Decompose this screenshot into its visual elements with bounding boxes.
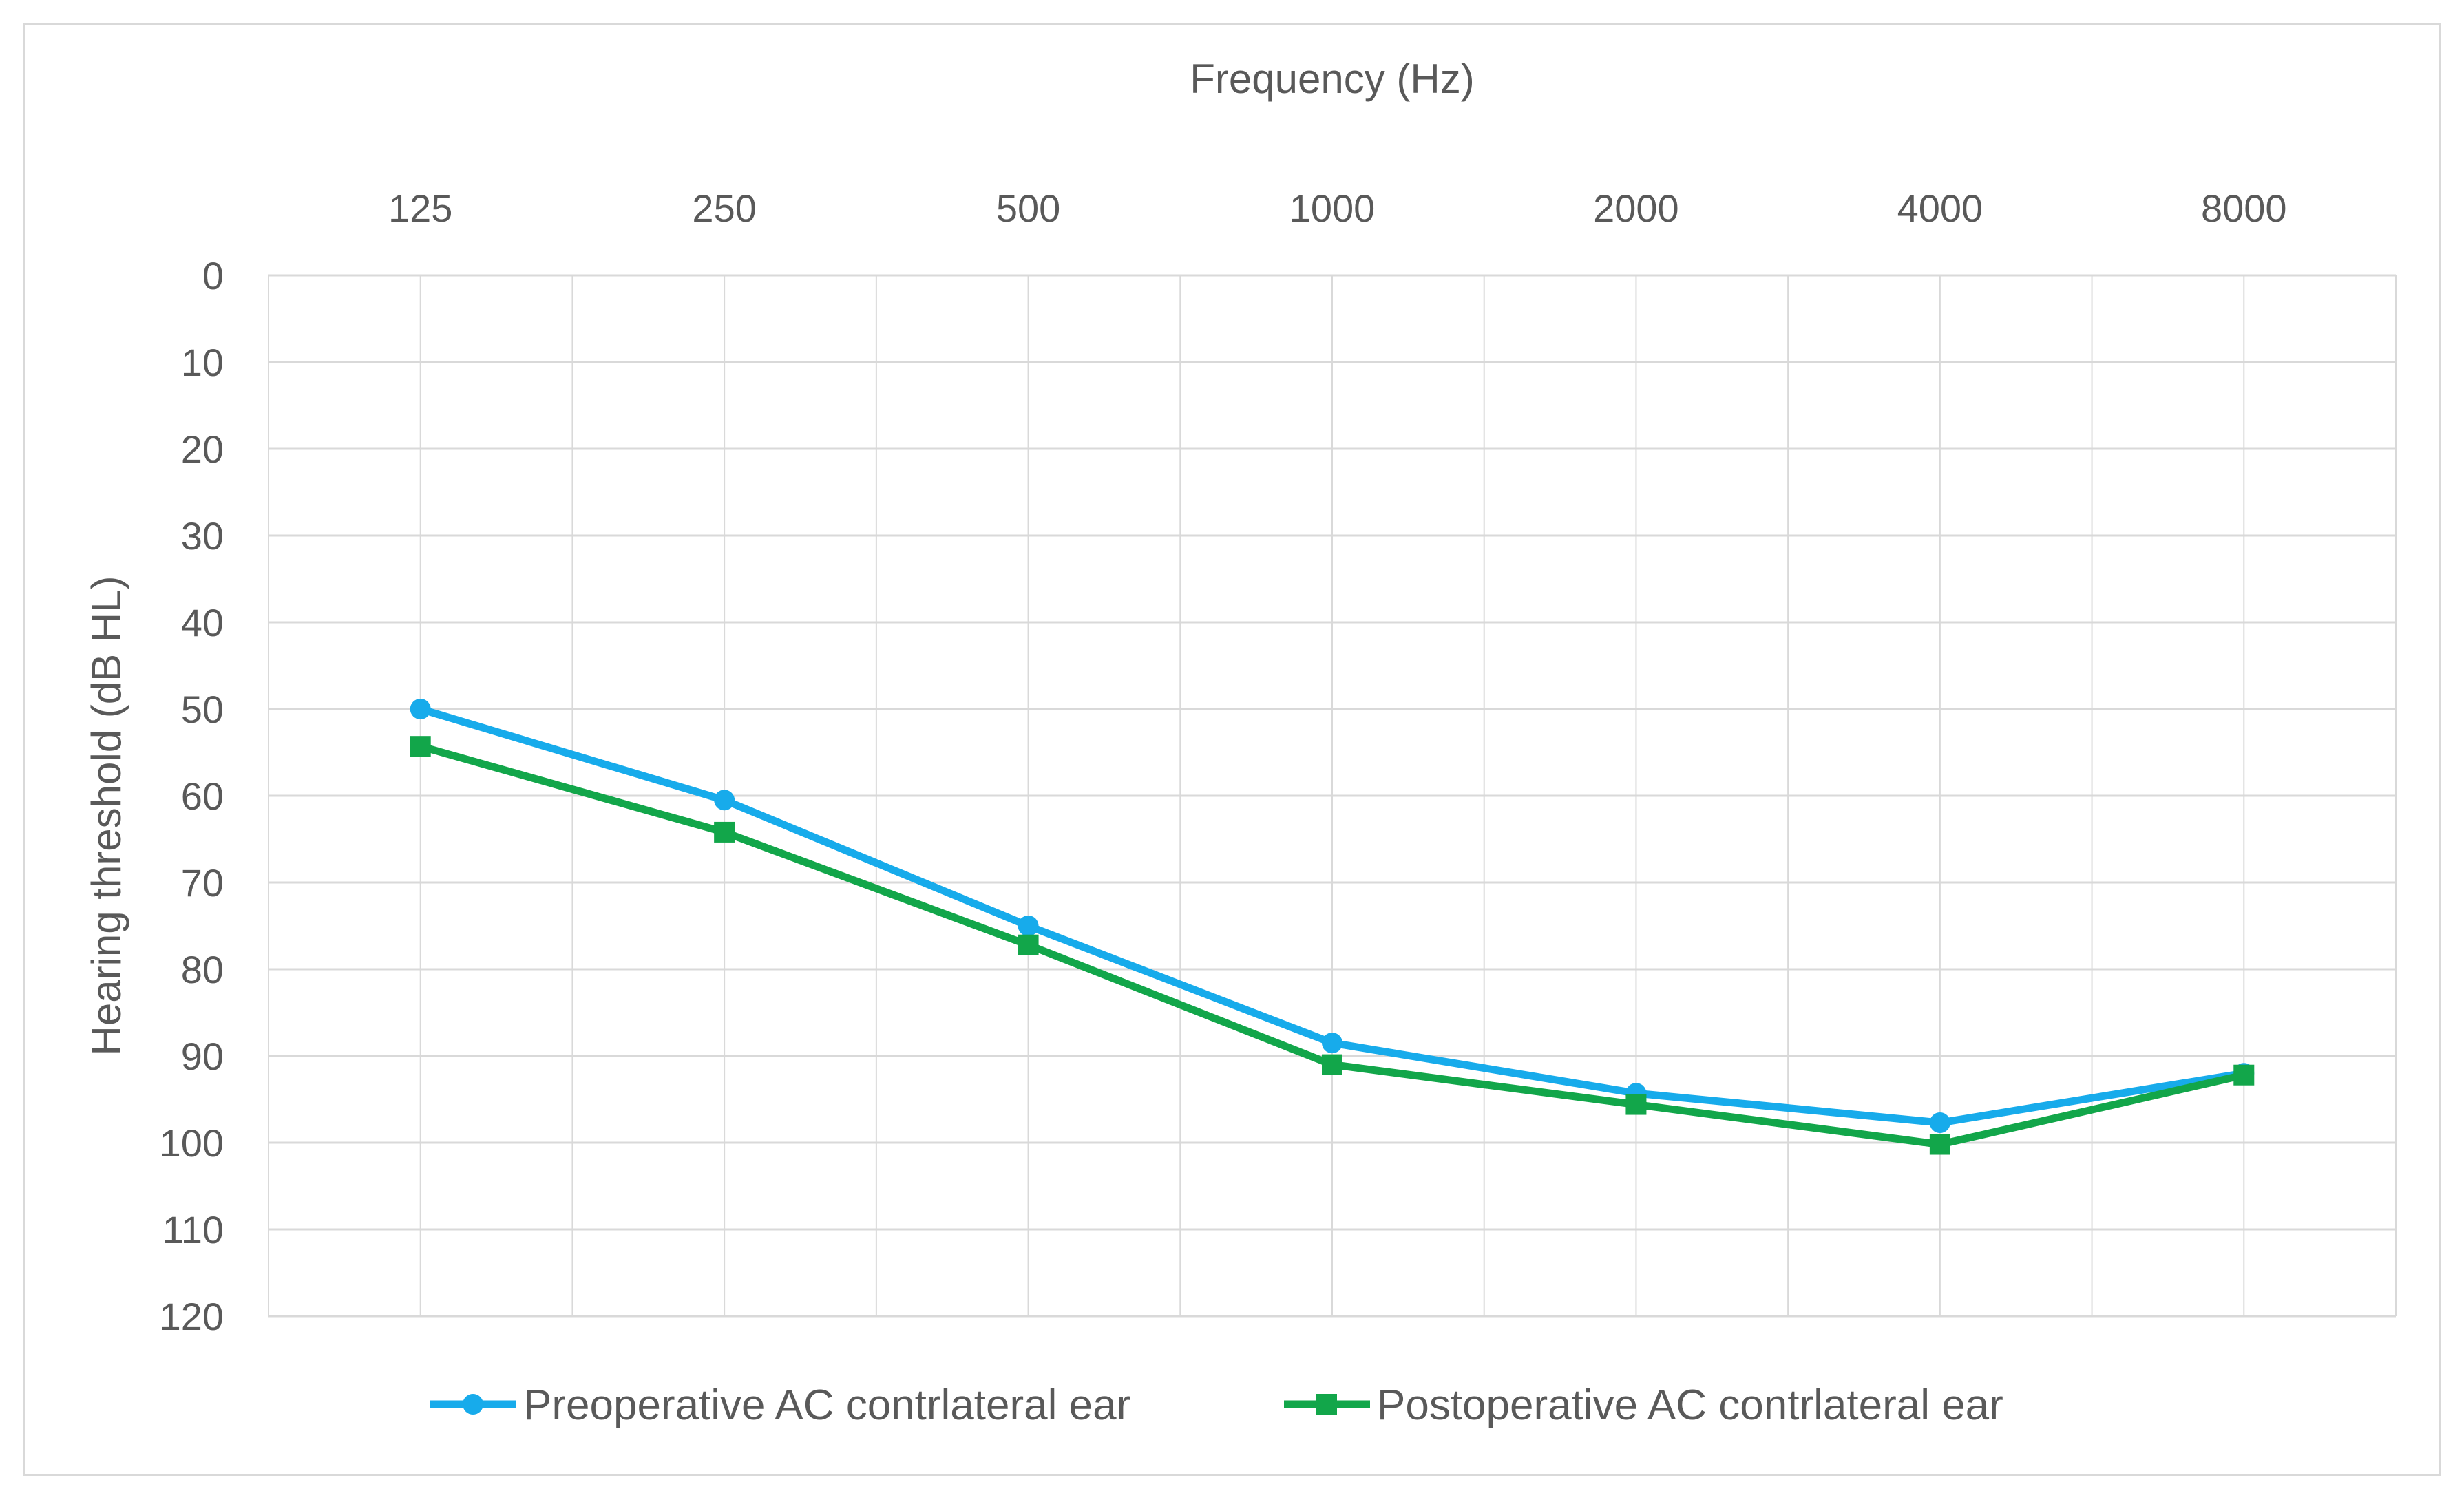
x-tick-label: 250 bbox=[692, 187, 756, 230]
y-tick-label: 100 bbox=[160, 1121, 224, 1165]
y-tick-label: 40 bbox=[181, 601, 224, 644]
y-tick-label: 60 bbox=[181, 774, 224, 818]
data-point bbox=[410, 699, 431, 719]
legend-label: Postoperative AC contrlateral ear bbox=[1377, 1382, 2003, 1429]
legend-marker bbox=[463, 1394, 483, 1415]
x-tick-label: 1000 bbox=[1289, 187, 1376, 230]
x-tick-label: 500 bbox=[996, 187, 1060, 230]
data-point bbox=[714, 790, 735, 811]
x-tick-labels: 125 250 500 1000 2000 4000 8000 bbox=[388, 187, 2287, 230]
data-point bbox=[410, 736, 431, 757]
y-tick-label: 10 bbox=[181, 341, 224, 384]
y-axis-title: Hearing threshold (dB HL) bbox=[83, 575, 129, 1055]
data-point bbox=[1018, 934, 1039, 955]
y-tick-label: 80 bbox=[181, 948, 224, 991]
data-point bbox=[1322, 1054, 1342, 1075]
legend-label: Preoperative AC contrlateral ear bbox=[523, 1382, 1130, 1429]
data-point bbox=[1322, 1033, 1342, 1054]
y-tick-label: 30 bbox=[181, 514, 224, 558]
x-tick-label: 2000 bbox=[1593, 187, 1679, 230]
x-tick-label: 8000 bbox=[2201, 187, 2287, 230]
data-point bbox=[1018, 916, 1039, 936]
y-tick-label: 90 bbox=[181, 1035, 224, 1078]
data-point bbox=[2233, 1064, 2255, 1086]
data-point bbox=[714, 821, 735, 843]
y-tick-labels: 0 10 20 30 40 50 60 70 80 90 100 110 120 bbox=[160, 254, 224, 1338]
legend-marker bbox=[1316, 1394, 1337, 1415]
data-point bbox=[1929, 1112, 1950, 1134]
y-tick-label: 70 bbox=[181, 861, 224, 905]
y-tick-label: 20 bbox=[181, 427, 224, 471]
series-postoperative bbox=[410, 736, 2255, 1155]
data-point bbox=[1929, 1134, 1950, 1155]
legend-item: Preoperative AC contrlateral ear bbox=[430, 1382, 1130, 1429]
series-layer bbox=[410, 699, 2255, 1155]
data-point bbox=[1625, 1094, 1647, 1115]
legend-item: Postoperative AC contrlateral ear bbox=[1284, 1382, 2003, 1429]
y-tick-label: 0 bbox=[202, 254, 224, 297]
x-tick-label: 4000 bbox=[1897, 187, 1983, 230]
x-tick-label: 125 bbox=[388, 187, 452, 230]
legend: Preoperative AC contrlateral ear Postoper… bbox=[430, 1382, 2003, 1429]
y-tick-label: 110 bbox=[162, 1208, 224, 1251]
y-tick-label: 50 bbox=[181, 688, 224, 731]
x-axis-title: Frequency (Hz) bbox=[1190, 56, 1474, 102]
y-tick-label: 120 bbox=[160, 1295, 224, 1338]
